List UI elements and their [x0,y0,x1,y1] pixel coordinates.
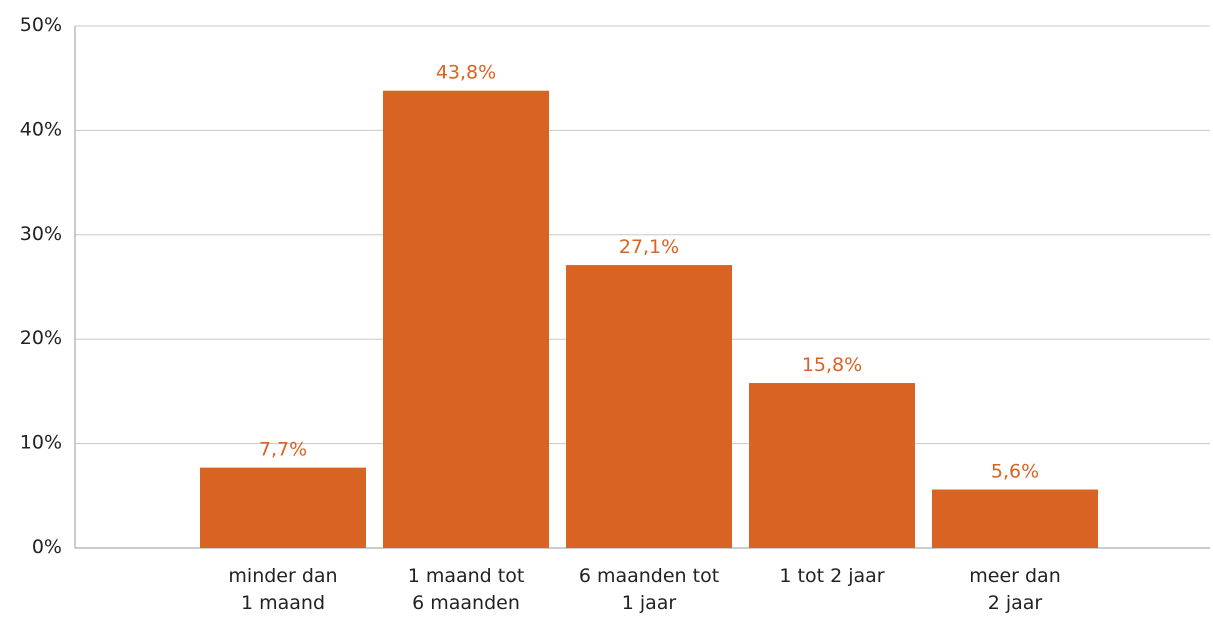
x-tick-label: 1 tot 2 jaar [779,565,884,587]
y-tick-label: 30% [20,223,62,245]
x-tick-label: minder dan 1 maand [228,565,337,614]
y-tick-label: 20% [20,327,62,349]
bar [200,467,366,548]
x-tick-label: 6 maanden tot 1 jaar [579,565,719,614]
value-label: 15,8% [802,354,862,376]
bar [932,489,1098,548]
bar [749,383,915,548]
y-tick-label: 10% [20,432,62,454]
value-label: 7,7% [259,439,307,461]
value-label: 5,6% [991,461,1039,483]
bar [383,90,549,548]
x-tick-label: 1 maand tot 6 maanden [408,565,525,614]
bar [566,265,732,548]
value-label: 27,1% [619,236,679,258]
y-tick-label: 0% [32,536,62,558]
x-tick-label: meer dan 2 jaar [969,565,1060,614]
value-label: 43,8% [436,62,496,84]
y-tick-label: 50% [20,14,62,36]
y-tick-label: 40% [20,118,62,140]
